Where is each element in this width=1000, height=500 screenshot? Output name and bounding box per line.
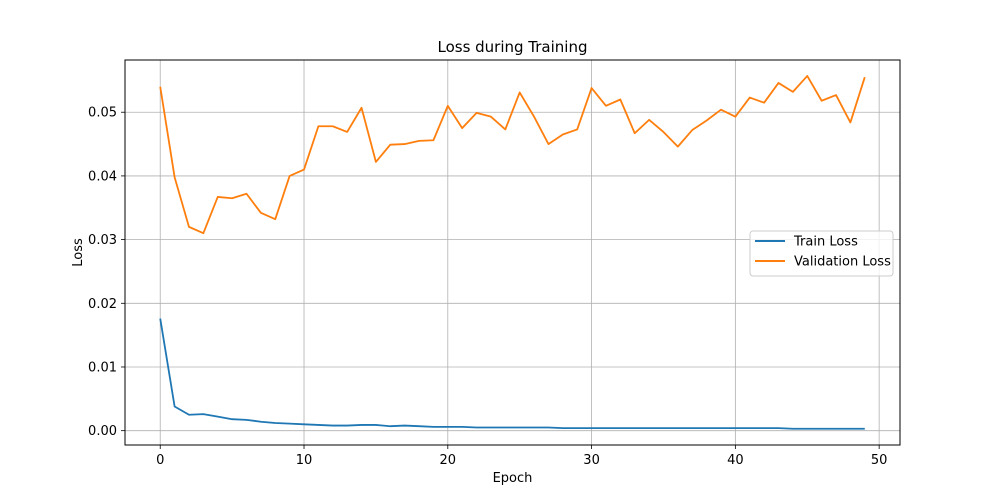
plot-area-frame: [124, 59, 901, 446]
y-tick-label: 0.04: [88, 169, 117, 184]
y-tick-label: 0.01: [88, 360, 117, 375]
legend-label-train-loss: Train Loss: [793, 235, 858, 250]
x-axis-label: Epoch: [493, 471, 533, 486]
x-tick-label: 0: [156, 453, 164, 468]
y-tick-label: 0.02: [88, 297, 117, 312]
series-line-train-loss: [159, 318, 865, 430]
y-tick-label: 0.03: [88, 233, 117, 248]
y-tick-label: 0.00: [88, 424, 117, 439]
y-tick-label: 0.05: [88, 106, 117, 121]
x-tick-label: 40: [727, 453, 744, 468]
legend: Train Loss Validation Loss: [749, 230, 894, 277]
legend-box: [749, 230, 894, 277]
chart-title: Loss during Training: [437, 38, 587, 56]
y-axis-label: Loss: [71, 238, 86, 267]
x-tick-label: 10: [296, 453, 313, 468]
x-tick-label: 50: [871, 453, 888, 468]
series-line-validation-loss: [159, 75, 866, 235]
legend-label-validation-loss: Validation Loss: [794, 255, 891, 270]
x-tick-label: 30: [583, 453, 600, 468]
axis-ticks: 0 10 20 30 40 50 0.00 0.01 0.02 0.03 0.04 0.05: [88, 106, 887, 468]
x-tick-label: 20: [440, 453, 457, 468]
series-lines: [159, 75, 866, 430]
